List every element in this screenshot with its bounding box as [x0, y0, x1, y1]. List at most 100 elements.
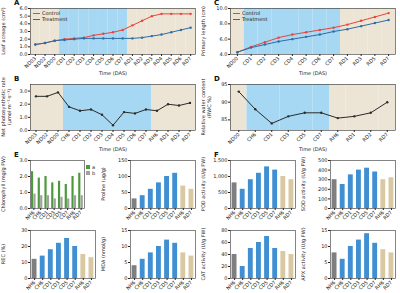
svg-text:CD5: CD5: [295, 131, 307, 143]
svg-text:CH6: CH6: [245, 131, 257, 143]
svg-text:CD7: CD7: [324, 55, 336, 67]
svg-text:RD7: RD7: [82, 279, 94, 291]
svg-text:400: 400: [318, 167, 328, 173]
svg-text:CD2: CD2: [255, 55, 267, 67]
svg-text:RD7: RD7: [382, 279, 394, 291]
svg-text:RD7: RD7: [71, 209, 83, 221]
svg-text:100: 100: [118, 173, 128, 179]
svg-text:2.0: 2.0: [20, 173, 28, 179]
svg-text:20: 20: [21, 243, 27, 249]
svg-text:85: 85: [221, 116, 227, 122]
svg-text:500: 500: [318, 157, 328, 163]
svg-text:RD7: RD7: [182, 279, 194, 291]
svg-text:Time (DAS): Time (DAS): [98, 146, 127, 152]
svg-text:RD7: RD7: [282, 209, 294, 221]
svg-text:ND03: ND03: [23, 55, 38, 70]
svg-text:RD7: RD7: [382, 209, 394, 221]
svg-text:2.0: 2.0: [20, 101, 28, 107]
svg-text:CD7: CD7: [136, 131, 148, 143]
svg-text:500: 500: [218, 189, 228, 195]
svg-text:0: 0: [224, 275, 227, 281]
svg-text:0: 0: [124, 205, 127, 211]
svg-text:1,000: 1,000: [213, 173, 227, 179]
svg-text:CD7: CD7: [311, 131, 323, 143]
svg-text:CH6: CH6: [59, 131, 71, 143]
svg-text:10: 10: [121, 243, 127, 249]
svg-text:CD1: CD1: [262, 131, 274, 143]
svg-text:CD4: CD4: [103, 131, 115, 143]
svg-text:CD3: CD3: [278, 131, 290, 143]
svg-text:ND00: ND00: [46, 131, 60, 145]
svg-text:RH6: RH6: [147, 131, 159, 143]
svg-text:15: 15: [121, 227, 127, 233]
svg-text:10: 10: [321, 243, 327, 249]
svg-text:200: 200: [318, 186, 328, 192]
svg-text:RD1: RD1: [344, 131, 356, 143]
svg-text:60: 60: [221, 239, 227, 245]
svg-text:CD3: CD3: [92, 131, 104, 143]
svg-text:CD1: CD1: [241, 55, 253, 67]
svg-text:0: 0: [24, 275, 27, 281]
svg-text:CD5: CD5: [114, 131, 126, 143]
svg-text:95: 95: [221, 81, 227, 87]
svg-text:RD7: RD7: [180, 131, 192, 143]
svg-text:80: 80: [221, 227, 227, 233]
svg-text:CD6: CD6: [310, 55, 322, 67]
svg-text:4.0: 4.0: [20, 20, 28, 26]
svg-text:RD1: RD1: [158, 131, 170, 143]
svg-text:RH6: RH6: [328, 131, 340, 143]
svg-text:0.0: 0.0: [20, 205, 28, 211]
svg-text:8.0: 8.0: [220, 20, 228, 26]
svg-text:RD7: RD7: [379, 55, 391, 67]
svg-text:0: 0: [324, 205, 327, 211]
svg-text:RD7: RD7: [282, 279, 294, 291]
svg-text:3.0: 3.0: [20, 88, 28, 94]
svg-text:RD2: RD2: [361, 131, 373, 143]
svg-text:6.0: 6.0: [20, 5, 28, 11]
svg-text:1.0: 1.0: [20, 114, 28, 120]
svg-text:3.0: 3.0: [20, 157, 28, 163]
svg-text:0: 0: [224, 205, 227, 211]
svg-text:30: 30: [21, 227, 27, 233]
svg-text:RD1: RD1: [338, 55, 350, 67]
svg-text:5: 5: [124, 259, 127, 265]
svg-text:10: 10: [21, 259, 27, 265]
svg-text:CD1: CD1: [70, 131, 82, 143]
svg-text:150: 150: [118, 157, 128, 163]
svg-text:1.0: 1.0: [20, 189, 28, 195]
svg-text:RD2: RD2: [169, 131, 181, 143]
svg-text:Time (DAS): Time (DAS): [98, 70, 127, 76]
svg-text:3.0: 3.0: [20, 28, 28, 34]
svg-text:0.0: 0.0: [20, 51, 28, 57]
svg-text:50: 50: [121, 189, 127, 195]
svg-text:ND00: ND00: [225, 55, 239, 69]
svg-text:RD5: RD5: [365, 55, 377, 67]
svg-text:15: 15: [321, 227, 327, 233]
svg-text:RD7: RD7: [377, 131, 389, 143]
svg-text:0.0: 0.0: [20, 127, 28, 133]
svg-text:RD7: RD7: [181, 55, 193, 67]
svg-text:1.0: 1.0: [20, 43, 28, 49]
svg-text:4.0: 4.0: [220, 51, 228, 57]
svg-text:CD6: CD6: [125, 131, 137, 143]
svg-text:0: 0: [124, 275, 127, 281]
svg-text:CD4: CD4: [283, 55, 295, 67]
svg-text:RD7: RD7: [182, 209, 194, 221]
svg-text:RD3: RD3: [351, 55, 363, 67]
svg-text:5.0: 5.0: [20, 13, 28, 19]
svg-text:CD3: CD3: [269, 55, 281, 67]
svg-text:6.0: 6.0: [220, 36, 228, 42]
svg-text:90: 90: [221, 99, 227, 105]
svg-text:2.0: 2.0: [20, 36, 28, 42]
svg-text:CD2: CD2: [81, 131, 93, 143]
svg-text:300: 300: [318, 176, 328, 182]
svg-text:0: 0: [324, 275, 327, 281]
svg-text:20: 20: [221, 263, 227, 269]
svg-text:5: 5: [324, 259, 327, 265]
svg-text:Time (DAS): Time (DAS): [298, 70, 327, 76]
svg-text:40: 40: [221, 251, 227, 257]
svg-text:Time (DAS): Time (DAS): [298, 146, 327, 152]
svg-text:100: 100: [318, 196, 328, 202]
svg-text:CD5: CD5: [296, 55, 308, 67]
svg-text:ND00: ND00: [226, 131, 240, 145]
